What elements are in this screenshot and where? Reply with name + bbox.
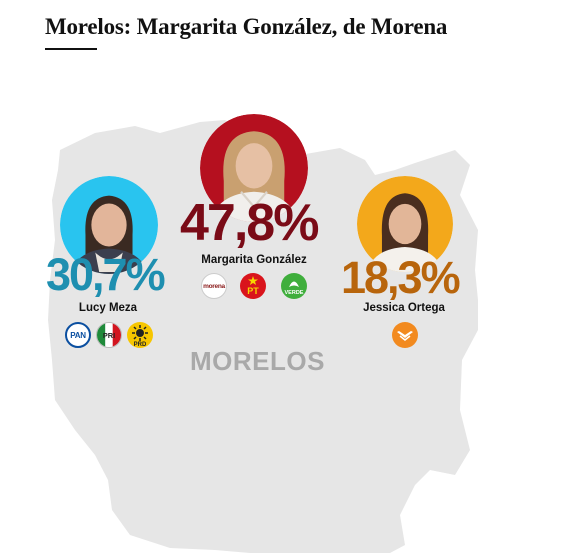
margarita-gonzalez-portrait: [200, 114, 308, 222]
prd-logo-icon: PRD: [127, 322, 153, 348]
svg-text:PRI: PRI: [103, 331, 115, 340]
svg-text:PRD: PRD: [134, 342, 147, 348]
lucy-meza-name: Lucy Meza: [78, 302, 138, 314]
margarita-gonzalez-name: Margarita González: [201, 254, 307, 266]
pri-logo-icon: PRI: [96, 322, 122, 348]
jessica-ortega-portrait: [357, 176, 453, 272]
svg-text:VERDE: VERDE: [285, 290, 304, 296]
page-title: Morelos: Margarita González, de Morena: [45, 14, 448, 39]
region-label: MORELOS: [190, 346, 325, 376]
title-underline: [45, 48, 97, 50]
morena-logo-icon: morena: [201, 273, 227, 299]
margarita-gonzalez-percent: 47,8%: [180, 194, 319, 252]
jessica-ortega-name: Jessica Ortega: [363, 302, 445, 314]
verde-logo-icon: VERDE: [281, 273, 307, 299]
lucy-meza-portrait: [60, 176, 158, 274]
jessica-ortega-percent: 18,3%: [341, 252, 461, 303]
pt-logo-icon: PT: [240, 273, 266, 299]
lucy-meza-percent: 30,7%: [46, 249, 166, 300]
movimiento-ciudadano-logo-icon: [392, 322, 418, 348]
pan-logo-icon: PAN: [65, 322, 91, 348]
svg-text:PT: PT: [247, 286, 259, 296]
